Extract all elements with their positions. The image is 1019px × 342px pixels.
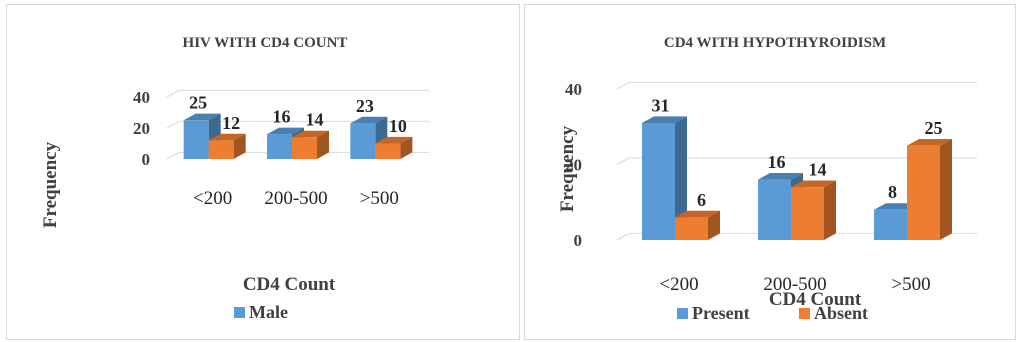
gridline-20 [166,120,429,129]
legend-swatch-present [677,308,688,319]
y-tick-label-0: 0 [142,150,151,169]
data-label: 25 [189,93,207,113]
bar-front [375,143,401,159]
bar-male-gt-500 [350,116,388,159]
bar-series-2-lt-200 [208,133,246,159]
bar-absent-lt-200 [675,210,720,240]
bar-side [940,139,952,240]
bar-top [208,133,246,141]
bar-absent-200-500 [791,180,836,240]
bar-top [791,180,836,188]
gridline-40 [616,81,977,90]
bar-side [400,136,413,159]
chart-title: CD4 WITH HYPOTHYROIDISM [664,35,886,51]
data-label: 6 [697,190,706,210]
bar-top [675,210,720,218]
bar-absent-gt-500 [907,139,952,240]
bar-front [208,140,234,159]
bar-front [758,179,791,240]
data-label: 16 [273,107,291,127]
x-tick-label-200-500: 200-500 [763,274,826,295]
legend-label-present: Present [692,303,750,323]
bar-front [791,187,824,240]
legend-swatch-absent [799,308,810,319]
gridline-0 [166,151,429,160]
bar-side [708,210,720,240]
bar-side [824,180,836,240]
data-label: 31 [652,95,670,115]
bar-front [907,145,940,240]
bar-top [183,113,221,121]
gridline-20 [616,157,977,165]
x-tick-label-lt-200: <200 [659,274,698,295]
bar-front [642,122,675,240]
bar-top [907,139,952,146]
y-tick-label-20: 20 [133,119,150,138]
data-label: 25 [925,118,943,138]
hiv-cd4-chart: HIV WITH CD4 COUNT 0 20 40 25 12 <200 16 14 200-5… [40,35,429,322]
bar-side [233,133,246,159]
chart-panel-hiv: HIV WITH CD4 COUNT 0 20 40 25 12 <200 16 14 200-5… [6,4,520,340]
data-label: 10 [389,116,407,136]
y-tick-label-0: 0 [574,231,583,250]
gridline-0 [616,232,977,241]
legend-label-absent: Absent [814,303,868,323]
bar-side [675,116,687,240]
x-axis-title: CD4 Count [243,274,336,295]
bar-top [758,173,803,180]
x-axis-title: CD4 Count [769,289,862,310]
bar-front [874,209,907,240]
y-axis-title: Frequency [557,125,578,212]
legend-label-male: Male [249,302,288,322]
bar-top [642,116,687,123]
gridline-40 [166,89,429,98]
bar-top [375,136,413,144]
cd4-hypothyroidism-chart: CD4 WITH HYPOTHYROIDISM 0 20 40 31 6 <200 16 14 2… [557,35,977,323]
bar-top [292,130,329,138]
data-label: 12 [222,113,240,133]
y-axis-title: Frequency [40,141,61,228]
bar-series-2-200-500 [292,130,329,159]
bar-present-lt-200 [642,116,687,240]
data-label: 23 [356,96,374,116]
x-tick-label-gt-500: >500 [891,274,930,295]
data-label: 8 [888,182,897,202]
chart-title: HIV WITH CD4 COUNT [183,35,348,51]
y-tick-label-40: 40 [565,80,582,99]
bar-top [267,127,304,135]
x-tick-label-gt-500: >500 [360,188,399,209]
data-label: 14 [809,160,827,180]
bar-front [183,120,209,159]
bar-front [350,123,376,159]
bar-front [267,134,292,159]
data-label: 16 [768,152,786,172]
data-label: 14 [306,110,324,130]
chart-panel-hypothyroidism: CD4 WITH HYPOTHYROIDISM 0 20 40 31 6 <200 16 14 2… [524,4,1016,340]
bar-side [317,130,329,159]
x-tick-label-200-500: 200-500 [264,188,327,209]
bar-top [350,116,388,124]
bar-front [292,137,317,159]
y-tick-label-40: 40 [133,88,150,107]
legend-swatch-male [234,307,245,318]
bar-front [675,217,708,240]
bar-series-2-gt-500 [375,136,413,159]
x-tick-label-lt-200: <200 [193,188,232,209]
y-tick-label-20: 20 [565,156,582,175]
